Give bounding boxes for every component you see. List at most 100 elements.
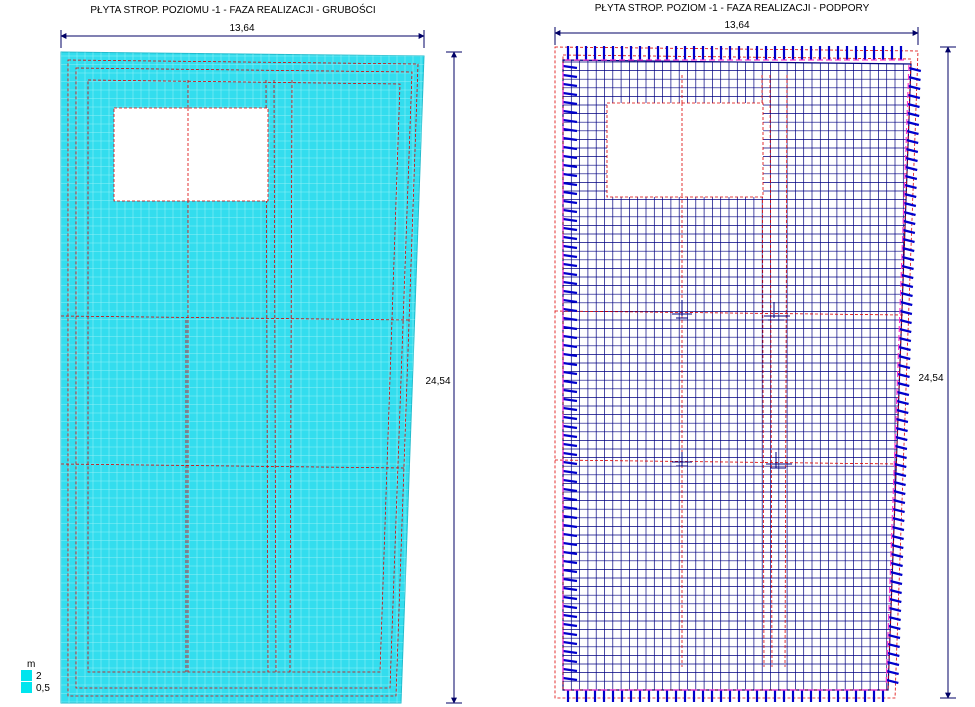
support-mark (903, 200, 917, 208)
support-mark (880, 46, 886, 61)
support-mark (887, 632, 901, 640)
left-width-label: 13,64 (229, 23, 254, 34)
right-height-label: 24,54 (918, 373, 943, 384)
support-mark (655, 689, 661, 702)
support-mark (574, 46, 580, 61)
support-mark (745, 46, 751, 61)
legend-swatch-max (21, 670, 32, 681)
support-mark (888, 614, 901, 622)
support-mark (906, 119, 920, 127)
support-mark (562, 441, 578, 448)
support-mark (900, 263, 914, 271)
support-mark (562, 504, 578, 511)
support-mark (871, 46, 877, 61)
support-mark (664, 689, 670, 702)
support-mark (900, 272, 914, 280)
support-mark (562, 378, 578, 385)
support-mark (898, 344, 911, 352)
support-mark (897, 353, 911, 361)
support-mark (562, 342, 578, 349)
support-mark (903, 182, 917, 190)
support-mark (897, 371, 910, 379)
support-mark (902, 227, 916, 235)
support-mark (562, 675, 578, 682)
support-mark (892, 488, 906, 496)
support-mark (562, 621, 578, 628)
support-mark (562, 576, 578, 583)
support-mark (562, 153, 578, 160)
support-mark (727, 46, 733, 61)
thickness-legend: m 2 0,5 (21, 659, 50, 694)
legend-unit: m (27, 659, 35, 670)
support-mark (562, 513, 578, 520)
support-mark (562, 594, 578, 601)
support-mark (891, 533, 904, 541)
support-mark (826, 46, 832, 61)
support-mark (888, 605, 902, 613)
support-mark (562, 126, 578, 133)
support-mark (562, 216, 578, 223)
support-mark (646, 46, 652, 61)
left-construction-lines (60, 59, 419, 697)
right-panel-title: PŁYTA STROP. POZIOM -1 - FAZA REALIZACJI… (595, 3, 870, 14)
support-mark (565, 689, 571, 702)
support-mark (601, 46, 607, 61)
support-mark (562, 630, 578, 637)
support-mark (893, 470, 907, 478)
support-mark (562, 288, 578, 295)
support-mark (562, 207, 578, 214)
edge-supports (562, 46, 922, 702)
support-mark (583, 46, 589, 61)
support-mark (562, 297, 578, 304)
support-mark (562, 162, 578, 169)
legend-min-label: 0,5 (36, 683, 50, 694)
support-mark (562, 387, 578, 394)
support-mark (898, 326, 912, 334)
support-mark (891, 515, 905, 523)
support-mark (736, 689, 742, 702)
support-mark (880, 689, 886, 702)
right-width-label: 13,64 (724, 20, 749, 31)
support-mark (637, 689, 643, 702)
support-mark (655, 46, 661, 61)
support-mark (754, 689, 760, 702)
support-mark (901, 254, 915, 262)
support-mark (898, 46, 904, 61)
left-panel: PŁYTA STROP. POZIOMU -1 - FAZA REALIZACJ… (21, 3, 462, 704)
support-mark (562, 657, 578, 664)
support-mark (673, 46, 679, 61)
support-mark (888, 596, 902, 604)
support-mark (562, 603, 578, 610)
support-mark (610, 689, 616, 702)
support-mark (709, 46, 715, 61)
support-mark (691, 689, 697, 702)
support-mark (886, 668, 899, 676)
support-mark (562, 612, 578, 619)
support-mark (562, 405, 578, 412)
support-mark (562, 117, 578, 124)
support-mark (885, 677, 899, 685)
support-mark (562, 639, 578, 646)
support-mark (562, 450, 578, 457)
support-mark (908, 65, 922, 73)
support-mark (790, 689, 796, 702)
support-mark (893, 479, 906, 487)
right-slab-opening (606, 102, 764, 198)
support-mark (592, 689, 598, 702)
support-mark (826, 689, 832, 702)
support-mark (562, 432, 578, 439)
support-mark (905, 128, 919, 136)
support-mark (901, 236, 915, 244)
support-mark (893, 461, 907, 469)
support-mark (562, 468, 578, 475)
support-mark (562, 414, 578, 421)
support-mark (799, 689, 805, 702)
support-mark (754, 46, 760, 61)
support-mark (562, 567, 578, 574)
support-mark (899, 290, 913, 298)
support-mark (562, 234, 578, 241)
support-mark (562, 144, 578, 151)
legend-max-label: 2 (36, 671, 42, 682)
support-mark (887, 641, 900, 649)
support-mark (894, 443, 908, 451)
